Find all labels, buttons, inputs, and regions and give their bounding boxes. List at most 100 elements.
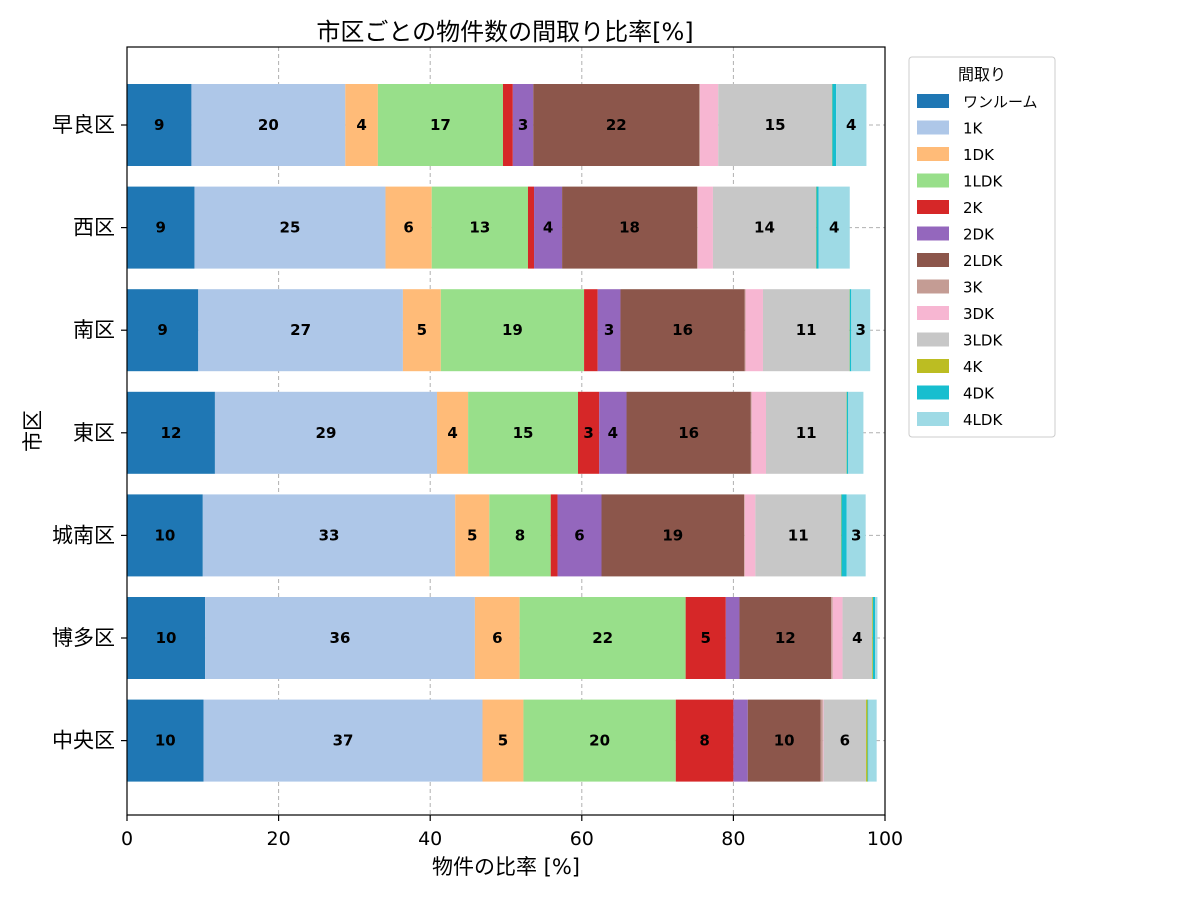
bar-segment [626,391,751,474]
plot-frame [126,46,886,816]
bar-value-label: 36 [330,629,351,647]
bar-segment [846,494,866,577]
bar-value-label: 15 [513,424,534,442]
bar-segment [831,597,833,679]
bar-value-label: 9 [157,321,167,339]
y-axis-label: 市区 [21,410,45,452]
bar-segment [191,84,346,166]
legend-swatch [917,359,949,373]
legend-frame [908,56,1056,438]
bar-segment [836,84,867,166]
bar-segment [846,391,849,474]
bar-segment [765,391,847,474]
bar-value-label: 27 [290,321,311,339]
bar-segment [519,597,686,679]
bar-segment [620,289,745,372]
y-tick-label: 中央区 [52,729,115,753]
bar-value-label: 22 [606,116,627,134]
bar-segment [550,494,558,577]
bar-segment [823,699,867,782]
bar-segment [697,186,713,269]
bar-segment [597,289,621,372]
bar-segment [849,289,852,372]
y-tick-label: 東区 [73,421,115,445]
bar-segment [533,84,700,166]
bar-segment [762,289,850,372]
bar-value-label: 9 [154,116,164,134]
legend-swatch [917,253,949,267]
bar-value-label: 4 [829,219,839,237]
bar-value-label: 18 [619,219,640,237]
bar-segment [127,597,206,679]
bar-segment [489,494,551,577]
bar-segment [699,84,701,166]
bar-segment [527,186,535,269]
y-tick-label: 早良区 [52,113,115,137]
bar-value-label: 19 [662,526,683,544]
bar-segment [127,289,199,372]
bar-segment [562,186,698,269]
bar-segment [127,494,203,577]
bar-value-label: 6 [840,732,850,750]
legend-label: 2K [963,199,984,217]
bar-value-label: 4 [852,629,862,647]
x-tick-label: 40 [418,828,442,850]
bar-value-label: 9 [156,219,166,237]
bars-layer [127,84,878,782]
bar-segment [750,391,752,474]
legend-swatch [917,385,949,400]
bar-value-label: 5 [498,732,508,750]
legend-label: 1DK [963,146,995,164]
legend-label: ワンルーム [963,93,1038,111]
legend-swatch [917,332,949,347]
bar-segment [842,597,873,679]
x-axis-ticks: 0 20 40 60 80 100 [121,815,903,850]
legend-label: 3DK [963,305,995,323]
bar-segment [868,699,877,782]
bar-value-label: 11 [788,526,809,544]
bar-segment [745,289,763,372]
bar-segment [872,597,873,679]
bar-value-label: 14 [754,219,775,237]
bar-value-label: 3 [851,526,861,544]
legend-swatch [917,120,949,135]
legend-label: 1K [963,120,984,138]
bar-value-label: 8 [515,526,525,544]
legend-swatch [917,173,949,188]
bar-segment [431,186,528,269]
bar-segment [739,597,832,679]
bar-segment [733,699,748,782]
bar-value-label: 5 [467,526,477,544]
bar-segment [848,391,864,474]
bar-value-label: 10 [156,629,177,647]
bar-segment [198,289,403,372]
bar-segment [345,84,378,166]
bar-value-label: 16 [678,424,699,442]
bar-segment [601,494,745,577]
legend-swatch [917,226,949,241]
legend-swatch [917,200,949,214]
bar-value-label: 29 [316,424,337,442]
legend-label: 3K [963,279,984,297]
bar-value-label: 22 [592,629,613,647]
bar-segment [534,186,563,269]
bar-segment [747,699,821,782]
bar-value-label: 33 [319,526,340,544]
bar-segment [202,494,456,577]
bar-segment [385,186,432,269]
bar-value-label: 6 [492,629,502,647]
bar-segment [127,391,215,474]
bar-value-label: 3 [518,116,528,134]
bar-value-label: 4 [608,424,618,442]
legend-label: 2LDK [963,252,1003,270]
bar-segment [578,391,600,474]
legend-items: ワンルーム 1K 1DK 1LDK 2K 2DK 2LDK 3K 3DK 3LDK 4K 4DK 4LD… [917,93,1038,429]
bar-value-label: 15 [765,116,786,134]
bar-segment [377,84,503,166]
bar-segment [502,84,513,166]
bar-value-label: 5 [417,321,427,339]
bar-segment [402,289,441,372]
bar-value-label: 11 [796,424,817,442]
